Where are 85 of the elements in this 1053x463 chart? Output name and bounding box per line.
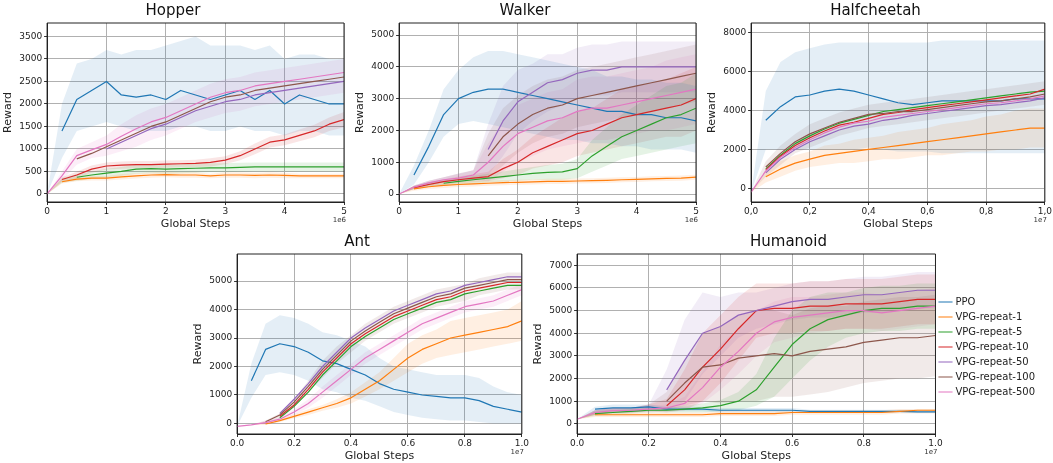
y-tick-label: 5000 xyxy=(209,275,233,286)
y-tick-label: 0 xyxy=(226,417,233,428)
x-tick-label: 4 xyxy=(633,205,640,216)
legend-label: VPG-repeat-1 xyxy=(955,310,1023,322)
x-tick-label: 0,8 xyxy=(978,205,994,216)
y-tick-label: 3000 xyxy=(209,332,233,343)
x-tick-label: 0 xyxy=(396,205,403,216)
y-tick-label: 5000 xyxy=(549,304,573,315)
y-tick-label: 2000 xyxy=(209,360,233,371)
legend-label: PPO xyxy=(955,295,976,307)
y-tick-label: 2000 xyxy=(19,98,43,109)
y-axis-title: Reward xyxy=(353,92,367,133)
y-tick-label: 8000 xyxy=(723,27,747,38)
x-tick-label: 2 xyxy=(163,205,169,216)
x-tick-label: 0.4 xyxy=(713,437,728,448)
y-tick-label: 6000 xyxy=(723,65,747,76)
y-tick-label: 3000 xyxy=(371,93,395,104)
y-tick-label: 1000 xyxy=(549,395,573,406)
y-tick-label: 2000 xyxy=(371,124,395,135)
x-tick-label: 0.0 xyxy=(569,437,585,448)
x-tick-label: 0.4 xyxy=(343,437,359,448)
chart-title: Ant xyxy=(344,231,370,250)
x-tick-label: 0.6 xyxy=(784,437,800,448)
y-tick-label: 3000 xyxy=(19,53,43,64)
x-tick-label: 0,0 xyxy=(743,205,759,216)
x-tick-label: 3 xyxy=(222,205,229,216)
x-axis-title: Global Steps xyxy=(160,217,231,231)
x-tick-label: 0.0 xyxy=(229,437,245,448)
x-tick-label: 1.0 xyxy=(514,437,530,448)
x-axis-title: Global Steps xyxy=(344,449,415,463)
y-tick-label: 4000 xyxy=(723,104,747,115)
x-tick-label: 4 xyxy=(281,205,288,216)
chart-title: Walker xyxy=(499,0,552,19)
chart-title: Hopper xyxy=(145,0,202,19)
y-tick-label: 1000 xyxy=(19,143,43,154)
x-tick-label: 2 xyxy=(515,205,521,216)
y-axis-title: Reward xyxy=(705,92,719,133)
x-axis-title: Global Steps xyxy=(512,217,583,231)
y-tick-label: 4000 xyxy=(549,327,573,338)
y-tick-label: 0 xyxy=(36,188,43,199)
x-tick-label: 0.8 xyxy=(856,437,872,448)
y-tick-label: 4000 xyxy=(209,303,233,314)
x-axis-title: Global Steps xyxy=(721,449,792,463)
y-tick-label: 0 xyxy=(388,188,395,199)
x-tick-label: 0,6 xyxy=(920,205,935,216)
x-tick-label: 0,4 xyxy=(861,205,877,216)
x-tick-label: 0.6 xyxy=(400,437,416,448)
y-tick-label: 6000 xyxy=(549,282,573,293)
legend-label: VPG-repeat-100 xyxy=(955,370,1036,382)
legend-label: VPG-repeat-5 xyxy=(955,325,1023,337)
x-tick-label: 1 xyxy=(455,205,462,216)
y-tick-label: 1500 xyxy=(19,120,43,131)
x-tick-label: 1,0 xyxy=(1037,205,1053,216)
x-tick-label: 0.2 xyxy=(641,437,656,448)
y-tick-label: 5000 xyxy=(371,29,395,40)
y-tick-label: 1000 xyxy=(209,389,233,400)
y-tick-label: 0 xyxy=(740,182,747,193)
x-tick-label: 0.8 xyxy=(457,437,473,448)
x-tick-label: 5 xyxy=(693,205,699,216)
y-axis-title: Reward xyxy=(191,323,205,365)
x-tick-label: 1.0 xyxy=(928,437,943,448)
chart-title: Humanoid xyxy=(750,231,827,250)
y-tick-label: 2500 xyxy=(19,75,43,86)
legend-label: VPG-repeat-500 xyxy=(955,385,1036,397)
y-tick-label: 3000 xyxy=(549,350,573,361)
y-tick-label: 4000 xyxy=(371,61,395,72)
legend-label: VPG-repeat-50 xyxy=(955,355,1029,367)
y-tick-label: 0 xyxy=(566,418,573,429)
y-tick-label: 2000 xyxy=(723,143,747,154)
x-tick-label: 0.2 xyxy=(286,437,302,448)
x-tick-label: 1 xyxy=(103,205,110,216)
y-tick-label: 500 xyxy=(24,165,43,176)
x-axis-title: Global Steps xyxy=(863,217,933,231)
x-tick-label: 5 xyxy=(341,205,347,216)
y-tick-label: 3500 xyxy=(19,30,43,41)
y-tick-label: 2000 xyxy=(549,372,573,383)
y-tick-label: 7000 xyxy=(549,259,573,270)
y-axis-title: Reward xyxy=(1,92,15,133)
legend-label: VPG-repeat-10 xyxy=(955,340,1029,352)
y-axis-title: Reward xyxy=(531,323,545,365)
y-tick-label: 1000 xyxy=(371,156,395,167)
x-tick-label: 0,2 xyxy=(802,205,818,216)
chart-title: Halfcheetah xyxy=(830,0,921,19)
x-tick-label: 0 xyxy=(44,205,51,216)
x-tick-label: 3 xyxy=(574,205,581,216)
